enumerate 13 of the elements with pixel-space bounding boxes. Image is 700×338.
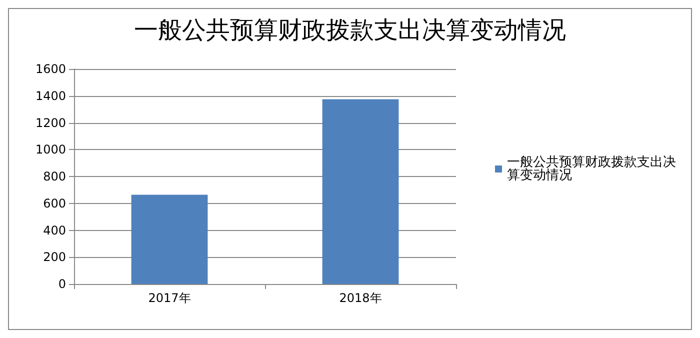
x-tick-label: 2018年 <box>339 291 382 305</box>
y-tick-label: 1400 <box>35 88 66 103</box>
y-tick-label: 400 <box>43 223 66 238</box>
y-tick-label: 0 <box>58 277 66 291</box>
y-tick-label: 1200 <box>35 116 66 130</box>
x-tick-label: 2017年 <box>148 291 191 305</box>
y-tick-label: 800 <box>43 170 66 184</box>
chart-title: 一般公共预算财政拨款支出决算变动情况 <box>134 16 566 44</box>
y-tick-label: 1000 <box>35 142 66 157</box>
y-tick-label: 1600 <box>35 62 66 76</box>
legend-label: 一般公共预算财政拨款支出决算变动情况 <box>507 155 676 183</box>
y-tick-label: 600 <box>43 196 66 210</box>
y-tick-label: 200 <box>43 250 66 264</box>
